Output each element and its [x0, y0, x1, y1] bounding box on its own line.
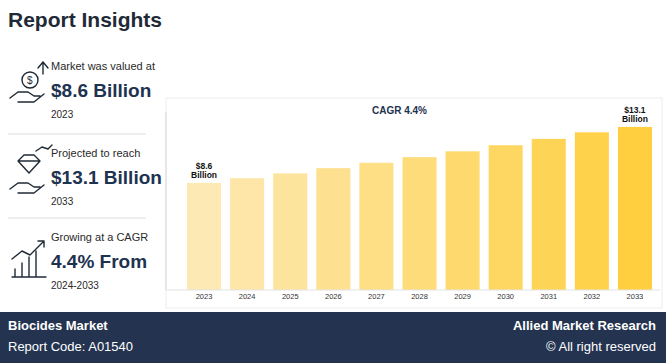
- data-label-line: $8.6: [196, 161, 213, 171]
- data-label: $13.1Billion: [622, 105, 648, 125]
- insight-block: Growing at a CAGR 4.4% From 2024-2033: [12, 231, 148, 291]
- bar: [359, 163, 393, 290]
- bars: [187, 127, 652, 290]
- x-tick-label: 2032: [584, 292, 601, 301]
- insight-note: 2024-2033: [51, 280, 99, 291]
- icon-hand: [10, 92, 44, 102]
- insight-block: $ Market was valued at $8.6 Billion 2023: [10, 60, 155, 120]
- x-tick-label: 2025: [282, 292, 299, 301]
- bar: [618, 127, 652, 290]
- insight-icon: $: [10, 62, 48, 102]
- x-tick-label: 2026: [325, 292, 342, 301]
- icon-arrow: [38, 62, 48, 74]
- icon-hand: [10, 183, 44, 193]
- x-tick-label: 2028: [411, 292, 428, 301]
- insight-block: Projected to reach $13.1 Billion 2033: [10, 145, 162, 207]
- report-title: Report Insights: [8, 8, 162, 31]
- footer-rights: © All right reserved: [546, 339, 656, 354]
- x-tick-label: 2027: [368, 292, 385, 301]
- bar: [316, 168, 350, 290]
- insight-label: Market was valued at: [51, 60, 155, 72]
- footer-band: [0, 312, 666, 363]
- x-tick-label: 2024: [239, 292, 256, 301]
- x-tick-label: 2029: [454, 292, 471, 301]
- insight-label: Growing at a CAGR: [51, 231, 148, 243]
- bar: [187, 183, 221, 290]
- bar: [446, 151, 480, 290]
- value-axis-line: [166, 112, 167, 290]
- insight-note: 2033: [51, 196, 74, 207]
- x-tick-label: 2033: [627, 292, 644, 301]
- bar: [532, 139, 566, 290]
- separator: [8, 218, 146, 219]
- insight-value: $13.1 Billion: [51, 167, 162, 188]
- data-label-line: Billion: [622, 114, 648, 124]
- insight-label: Projected to reach: [51, 147, 140, 159]
- icon-trend: [36, 145, 52, 151]
- insight-icon: [12, 241, 46, 277]
- x-tick-label: 2031: [540, 292, 557, 301]
- footer-title: Biocides Market: [8, 318, 108, 333]
- icon-arrow: [12, 241, 44, 259]
- bar: [402, 157, 436, 290]
- insight-note: 2023: [51, 109, 74, 120]
- separator: [8, 134, 146, 135]
- data-label-line: Billion: [191, 170, 217, 180]
- chart-panel: [166, 98, 662, 308]
- insight-value: 4.4% From: [51, 251, 147, 272]
- bar: [273, 173, 307, 290]
- x-tick-label: 2030: [497, 292, 514, 301]
- bar: [230, 178, 264, 290]
- bar: [489, 145, 523, 290]
- bar: [575, 132, 609, 290]
- x-tick-label: 2023: [196, 292, 213, 301]
- icon-glyph: $: [27, 75, 33, 86]
- insight-value: $8.6 Billion: [51, 80, 151, 101]
- insight-icon: [10, 145, 52, 193]
- footer-code: Report Code: A01540: [8, 339, 133, 354]
- data-label: $8.6Billion: [191, 161, 217, 181]
- page: Report Insights $ Market was valued at $8.6…: [0, 0, 666, 363]
- data-label-line: $13.1: [624, 105, 646, 115]
- baseline: [166, 290, 660, 291]
- chart: 2023 2024 2025 2026 2027 2028 2029 2030 2031 2032…: [166, 98, 662, 308]
- icon-coin: [22, 72, 38, 88]
- icon-diamond: [18, 155, 40, 173]
- annotation: CAGR 4.4%: [372, 105, 427, 116]
- footer-brand: Allied Market Research: [513, 318, 656, 333]
